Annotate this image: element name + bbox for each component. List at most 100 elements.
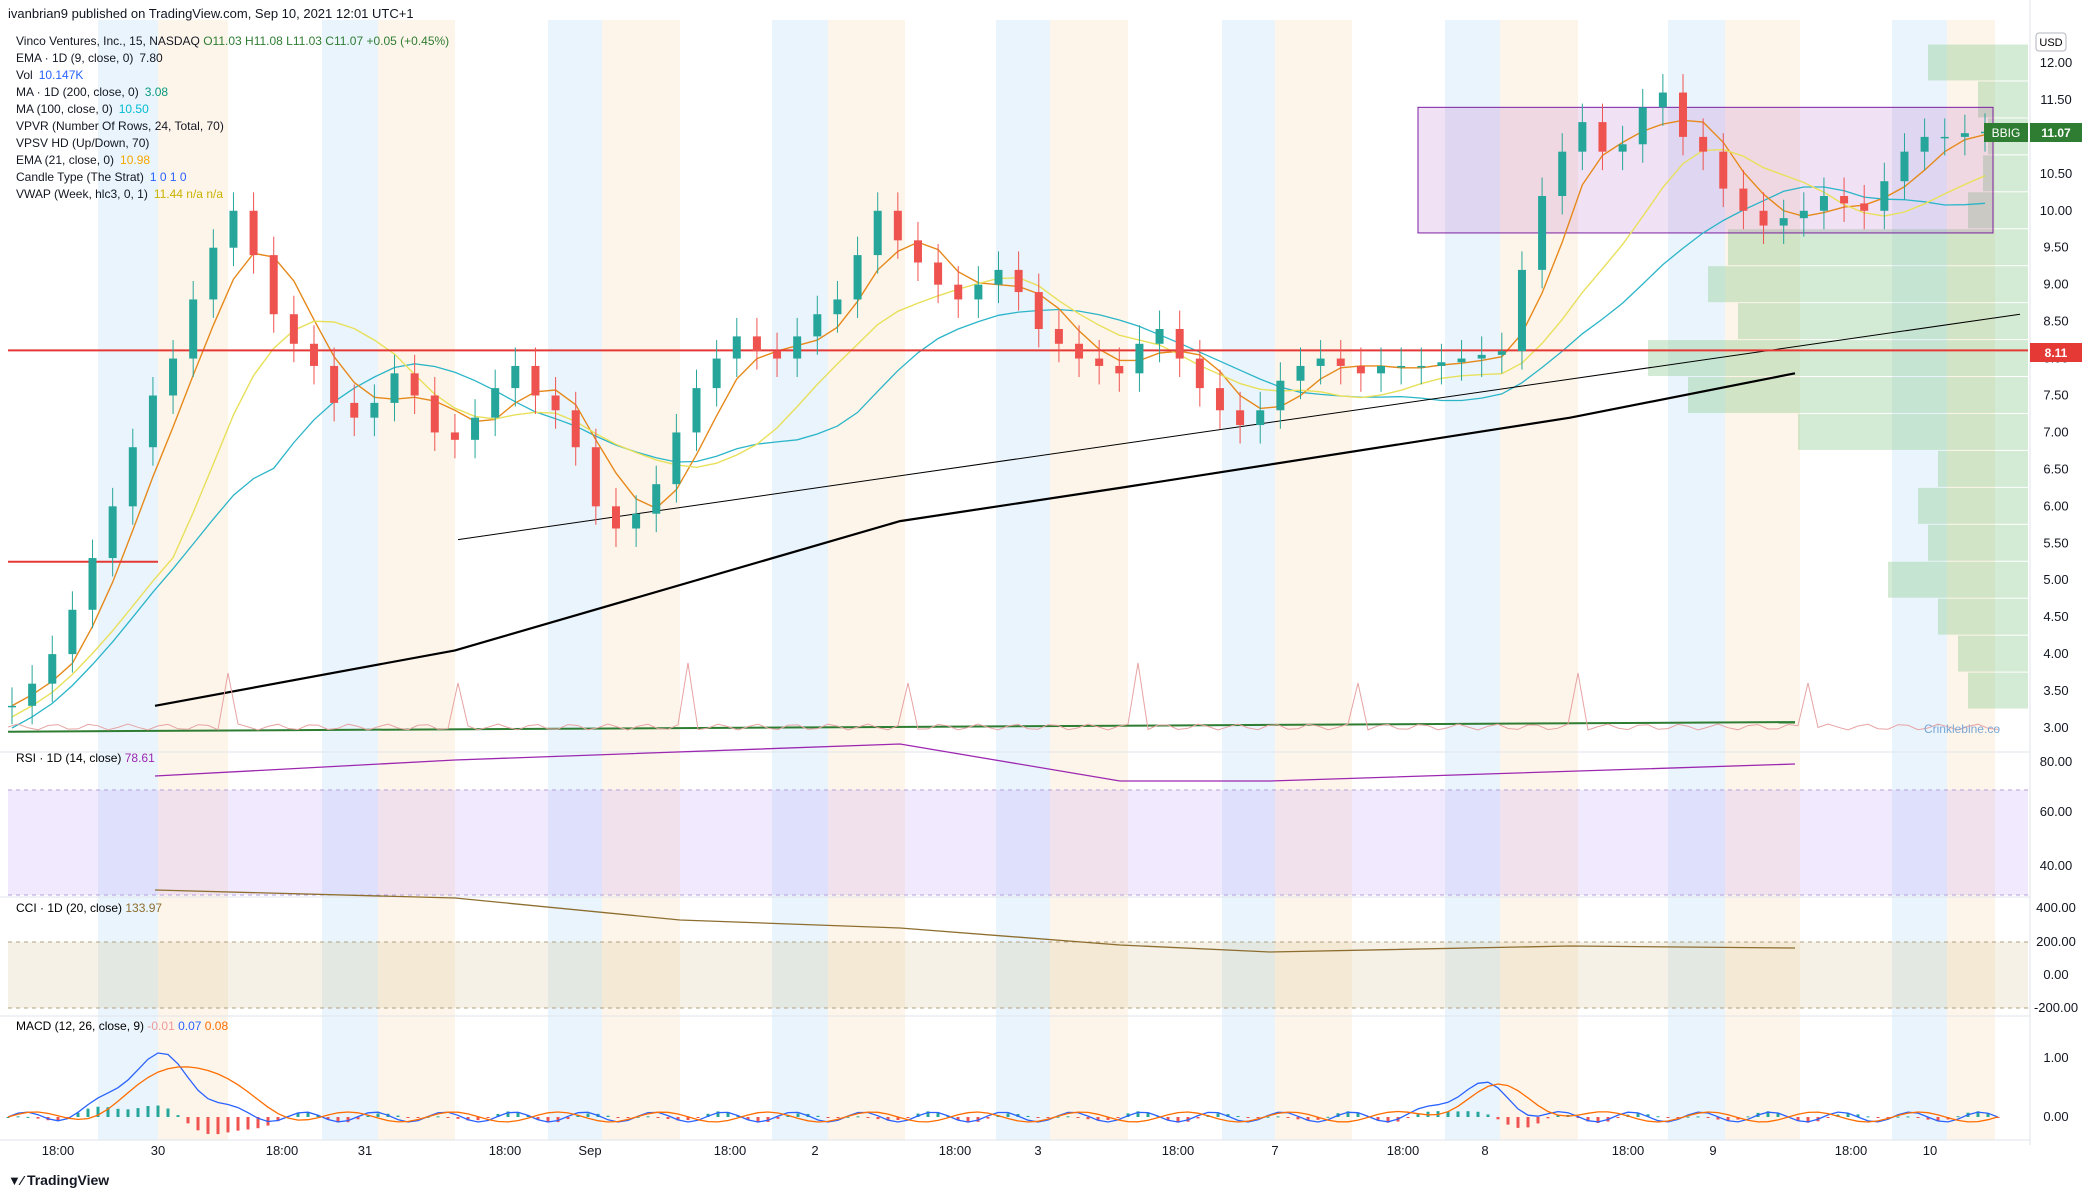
macd-hist-bar (986, 1117, 990, 1119)
macd-hist-bar (1636, 1113, 1640, 1117)
macd-hist-bar (1776, 1112, 1780, 1117)
macd-hist-bar (506, 1111, 510, 1117)
tradingview-logo[interactable]: ▼⁄ TradingView (8, 1172, 109, 1188)
legend-indicator-row[interactable]: Candle Type (The Strat) 1 0 1 0 (16, 169, 449, 186)
macd-hist-bar (1196, 1117, 1200, 1119)
macd-hist-bar (1346, 1111, 1350, 1117)
candle-body (1940, 136, 1949, 139)
publish-header: ivanbrian9 published on TradingView.com,… (8, 6, 414, 21)
macd-hist-bar (706, 1113, 710, 1117)
macd-hist-bar (1686, 1116, 1690, 1118)
macd-hist-bar (306, 1112, 310, 1117)
macd-hist-bar (1886, 1117, 1890, 1118)
macd-hist-bar (396, 1115, 400, 1117)
macd-hist-bar (276, 1117, 280, 1122)
legend-indicator-row[interactable]: VPVR (Number Of Rows, 24, Total, 70) (16, 118, 449, 135)
macd-hist-bar (146, 1106, 150, 1117)
legend-indicator-row[interactable]: EMA · 1D (9, close, 0) 7.80 (16, 50, 449, 67)
rsi-line (154, 743, 1796, 782)
time-tick: 18:00 (1835, 1143, 1868, 1158)
candle-body (229, 210, 238, 248)
candle-body (249, 210, 258, 256)
currency-box[interactable] (2035, 32, 2067, 52)
legend-indicator-row[interactable]: Vol 10.147K (16, 67, 449, 84)
macd-hist-bar (186, 1117, 190, 1124)
indicator-label: MA (100, close, 0) (16, 102, 113, 116)
candle-body (410, 373, 419, 396)
legend-indicator-row[interactable]: EMA (21, close, 0) 10.98 (16, 152, 449, 169)
legend-indicator-row[interactable]: VWAP (Week, hlc3, 0, 1) 11.44 n/a n/a (16, 186, 449, 203)
time-axis[interactable]: 18:00 30 18:00 31 18:00 Sep 18:00 2 18:00 3 18:00 7… (42, 1143, 1938, 1158)
macd-hist-bar (1796, 1117, 1800, 1121)
macd-hist-bar (936, 1112, 940, 1117)
session-stripe (1668, 20, 1725, 1140)
time-tick: 10 (1923, 1143, 1937, 1158)
macd-hist-bar (576, 1115, 580, 1117)
macd-hist-bar (1826, 1117, 1830, 1118)
macd-hist-bar (1866, 1116, 1870, 1118)
macd-hist-bar (1026, 1115, 1030, 1117)
candle-body (1799, 210, 1808, 219)
candle-body (491, 388, 500, 418)
legend-indicator-row[interactable]: MA · 1D (200, close, 0) 3.08 (16, 84, 449, 101)
macd-hist-bar (1036, 1117, 1040, 1118)
candle-body (672, 432, 681, 485)
macd-hist-bar (456, 1117, 460, 1119)
price-tick: 4.50 (2043, 609, 2068, 624)
macd-hist-bar (1536, 1117, 1540, 1124)
candle-body (773, 351, 782, 359)
macd-hist-bar (1806, 1117, 1810, 1123)
macd-hist-bar (796, 1113, 800, 1117)
session-stripe (996, 20, 1050, 1140)
macd-hist-bar (1456, 1111, 1460, 1117)
price-axis[interactable]: 12.0011.5011.0010.5010.009.509.008.508.0… (2040, 55, 2073, 735)
macd-hist-bar (1936, 1117, 1940, 1121)
trendline-green[interactable] (7, 721, 1796, 733)
macd-hist-bar (436, 1116, 440, 1118)
macd-hist-bar (1986, 1113, 1990, 1117)
macd-hist-bar (1106, 1117, 1110, 1120)
trendline-black[interactable] (154, 372, 1796, 707)
candle-body (913, 240, 922, 263)
candle-body (1759, 210, 1768, 226)
macd-hist-bar (1926, 1117, 1930, 1120)
macd-hist-bar (866, 1117, 870, 1118)
cci-tick: 0.00 (2043, 967, 2068, 982)
legend-indicator-row[interactable]: VPSV HD (Up/Down, 70) (16, 135, 449, 152)
macd-hist-bar (96, 1106, 100, 1117)
rsi-tick: 80.00 (2040, 754, 2073, 769)
candle-body (330, 365, 339, 403)
time-tick: 8 (1481, 1143, 1488, 1158)
candle-body (1316, 358, 1325, 366)
cci-tick: 200.00 (2036, 934, 2076, 949)
macd-hist-bar (486, 1117, 490, 1118)
volume-profile-bar (1728, 229, 2028, 266)
candle-body (1054, 329, 1063, 344)
macd-hist-bar (76, 1112, 80, 1117)
macd-hist-bar (1236, 1116, 1240, 1118)
candle-body (1195, 358, 1204, 389)
price-tick: 3.00 (2043, 720, 2068, 735)
macd-hist-bar (696, 1117, 700, 1118)
legend-indicator-row[interactable]: MA (100, close, 0) 10.50 (16, 101, 449, 118)
macd-hist-bar (1066, 1116, 1070, 1118)
ma100-line (11, 186, 1986, 729)
candle-body (148, 395, 157, 448)
macd-hist-bar (586, 1113, 590, 1117)
macd-hist-bar (756, 1117, 760, 1123)
time-tick: 9 (1709, 1143, 1716, 1158)
time-tick: 18:00 (1387, 1143, 1420, 1158)
macd-hist-bar (1646, 1114, 1650, 1117)
macd-hist-bar (1326, 1116, 1330, 1118)
macd-hist-bar (1306, 1117, 1310, 1121)
trendline-thin[interactable] (457, 313, 2021, 541)
time-tick: 7 (1271, 1143, 1278, 1158)
macd-hist-bar (26, 1116, 30, 1118)
candles (8, 74, 1989, 725)
macd-hist-bar (1906, 1116, 1910, 1118)
legend-symbol-row[interactable]: Vinco Ventures, Inc., 15, NASDAQ O11.03 … (16, 33, 449, 50)
indicator-value: 11.44 n/a n/a (153, 187, 223, 201)
volume-profile-bar (1968, 192, 2028, 229)
candle-body (1920, 136, 1929, 152)
